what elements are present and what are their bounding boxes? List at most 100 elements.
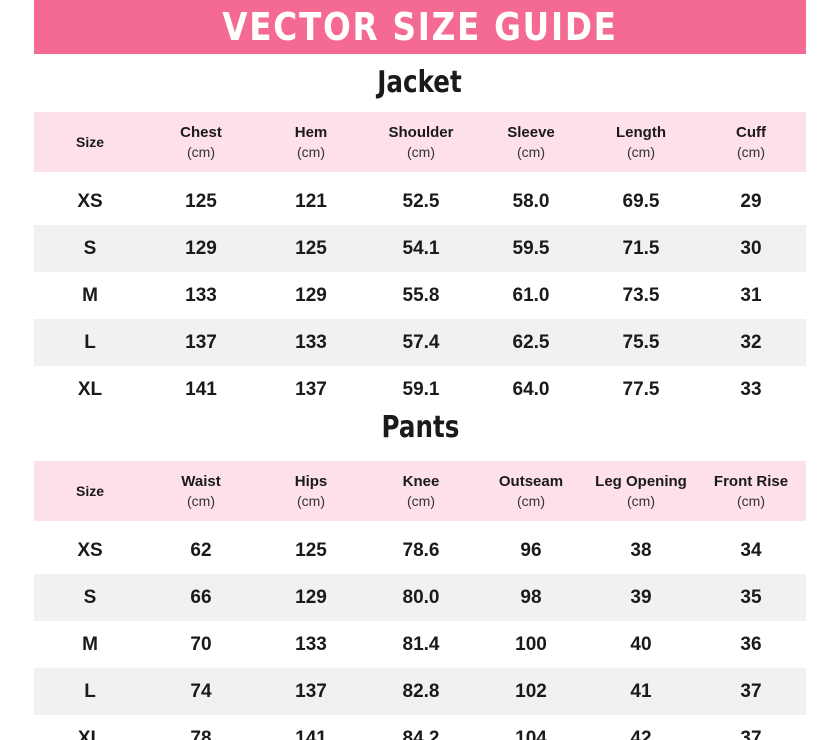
value-cell: 32 — [740, 331, 762, 353]
table-row: L 74 137 82.8 102 41 37 — [34, 668, 806, 715]
size-cell: S — [83, 586, 97, 608]
value-cell: 42 — [630, 727, 652, 740]
column-unit: (cm) — [517, 492, 545, 509]
column-name: Front Rise — [713, 472, 789, 490]
column-unit: (cm) — [627, 143, 655, 160]
value-cell: 82.8 — [402, 680, 440, 702]
column-unit: (cm) — [517, 143, 545, 160]
title-banner: VECTOR SIZE GUIDE — [34, 0, 806, 54]
column-name: Shoulder — [388, 123, 454, 141]
value-cell: 100 — [515, 633, 547, 655]
table-row: XL 141 137 59.1 64.0 77.5 33 — [34, 366, 806, 413]
value-cell: 84.2 — [402, 727, 440, 740]
header-size: Size — [75, 483, 104, 499]
value-cell: 57.4 — [402, 331, 440, 353]
column-unit: (cm) — [627, 492, 655, 509]
value-cell: 41 — [630, 680, 652, 702]
value-cell: 74 — [190, 680, 212, 702]
table-row: XL 78 141 84.2 104 42 37 — [34, 715, 806, 740]
value-cell: 71.5 — [622, 237, 660, 259]
header-chest: Chest (cm) — [146, 112, 256, 172]
jacket-header-row: Size Chest (cm) Hem (cm) Shoulder (cm) Slee… — [34, 112, 806, 172]
value-cell: 125 — [185, 190, 217, 212]
value-cell: 40 — [630, 633, 652, 655]
column-unit: (cm) — [297, 143, 325, 160]
column-unit: (cm) — [737, 143, 765, 160]
column-name: Leg Opening — [595, 472, 687, 490]
value-cell: 125 — [295, 237, 327, 259]
column-name: Cuff — [736, 123, 766, 141]
jacket-size-table: Size Chest (cm) Hem (cm) Shoulder (cm) Slee… — [34, 112, 806, 413]
pants-header-row: Size Waist (cm) Hips (cm) Knee (cm) Outseam… — [34, 461, 806, 521]
value-cell: 59.1 — [402, 378, 440, 400]
value-cell: 64.0 — [512, 378, 550, 400]
column-name: Hips — [294, 472, 328, 490]
header-outseam: Outseam (cm) — [476, 461, 586, 521]
value-cell: 77.5 — [622, 378, 660, 400]
header-shoulder: Shoulder (cm) — [366, 112, 476, 172]
table-row: XS 62 125 78.6 96 38 34 — [34, 527, 806, 574]
column-name: Waist — [181, 472, 221, 490]
jacket-section-title: Jacket — [34, 68, 806, 98]
value-cell: 33 — [740, 378, 762, 400]
value-cell: 98 — [520, 586, 542, 608]
value-cell: 69.5 — [622, 190, 660, 212]
value-cell: 75.5 — [622, 331, 660, 353]
header-leg-opening: Leg Opening (cm) — [586, 461, 696, 521]
value-cell: 129 — [295, 284, 327, 306]
size-cell: M — [82, 284, 98, 306]
value-cell: 34 — [740, 539, 762, 561]
banner-title: VECTOR SIZE GUIDE — [222, 5, 618, 49]
jacket-title-text: Jacket — [377, 65, 463, 100]
value-cell: 80.0 — [402, 586, 440, 608]
table-row: M 70 133 81.4 100 40 36 — [34, 621, 806, 668]
value-cell: 129 — [295, 586, 327, 608]
header-hips: Hips (cm) — [256, 461, 366, 521]
value-cell: 30 — [740, 237, 762, 259]
value-cell: 125 — [295, 539, 327, 561]
column-name: Knee — [402, 472, 440, 490]
column-name: Chest — [180, 123, 222, 141]
value-cell: 141 — [295, 727, 327, 740]
value-cell: 38 — [630, 539, 652, 561]
size-cell: L — [84, 680, 96, 702]
value-cell: 81.4 — [402, 633, 440, 655]
value-cell: 29 — [740, 190, 762, 212]
table-row: M 133 129 55.8 61.0 73.5 31 — [34, 272, 806, 319]
column-unit: (cm) — [187, 492, 215, 509]
value-cell: 54.1 — [402, 237, 440, 259]
value-cell: 137 — [185, 331, 217, 353]
value-cell: 133 — [295, 331, 327, 353]
value-cell: 137 — [295, 378, 327, 400]
size-cell: XL — [77, 727, 103, 740]
column-unit: (cm) — [737, 492, 765, 509]
column-name: Hem — [294, 123, 328, 141]
value-cell: 35 — [740, 586, 762, 608]
table-row: L 137 133 57.4 62.5 75.5 32 — [34, 319, 806, 366]
value-cell: 31 — [740, 284, 762, 306]
value-cell: 70 — [190, 633, 212, 655]
size-cell: S — [83, 237, 97, 259]
value-cell: 141 — [185, 378, 217, 400]
value-cell: 129 — [185, 237, 217, 259]
column-unit: (cm) — [187, 143, 215, 160]
value-cell: 62 — [190, 539, 212, 561]
pants-section-title: Pants — [34, 413, 806, 443]
value-cell: 78 — [190, 727, 212, 740]
value-cell: 39 — [630, 586, 652, 608]
header-size: Size — [75, 134, 104, 150]
table-row: S 129 125 54.1 59.5 71.5 30 — [34, 225, 806, 272]
value-cell: 52.5 — [402, 190, 440, 212]
value-cell: 78.6 — [402, 539, 440, 561]
header-front-rise: Front Rise (cm) — [696, 461, 806, 521]
table-row: XS 125 121 52.5 58.0 69.5 29 — [34, 178, 806, 225]
value-cell: 121 — [295, 190, 327, 212]
value-cell: 104 — [515, 727, 547, 740]
pants-size-table: Size Waist (cm) Hips (cm) Knee (cm) Outseam… — [34, 461, 806, 740]
value-cell: 36 — [740, 633, 762, 655]
size-cell: L — [84, 331, 96, 353]
value-cell: 133 — [295, 633, 327, 655]
value-cell: 62.5 — [512, 331, 550, 353]
value-cell: 61.0 — [512, 284, 550, 306]
table-row: S 66 129 80.0 98 39 35 — [34, 574, 806, 621]
